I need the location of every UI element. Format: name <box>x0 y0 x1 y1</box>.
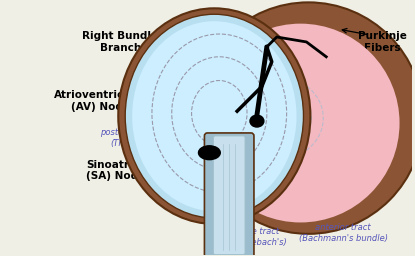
Ellipse shape <box>125 14 303 218</box>
Ellipse shape <box>132 21 297 211</box>
Text: Left Bundle
Branch: Left Bundle Branch <box>265 88 392 115</box>
Text: Bundle of His: Bundle of His <box>273 137 392 153</box>
Ellipse shape <box>118 8 310 224</box>
Ellipse shape <box>201 24 400 222</box>
Text: Sinoatrial
(SA) Node: Sinoatrial (SA) Node <box>85 150 203 181</box>
Text: middle tract
(Wenckebach's): middle tract (Wenckebach's) <box>221 189 287 247</box>
FancyBboxPatch shape <box>205 133 254 256</box>
Text: Atrioventricular
(AV) Node: Atrioventricular (AV) Node <box>54 90 245 118</box>
Text: Purkinje
Fibers: Purkinje Fibers <box>353 31 407 57</box>
Text: posterior tract
(Thorel's): posterior tract (Thorel's) <box>100 128 160 148</box>
Ellipse shape <box>198 146 220 160</box>
Text: Right Bundle
Branch: Right Bundle Branch <box>82 31 265 53</box>
Text: anterior tract
(Bachmann's bundle): anterior tract (Bachmann's bundle) <box>287 193 388 242</box>
Ellipse shape <box>193 2 415 234</box>
FancyBboxPatch shape <box>213 136 245 255</box>
Ellipse shape <box>250 115 264 127</box>
